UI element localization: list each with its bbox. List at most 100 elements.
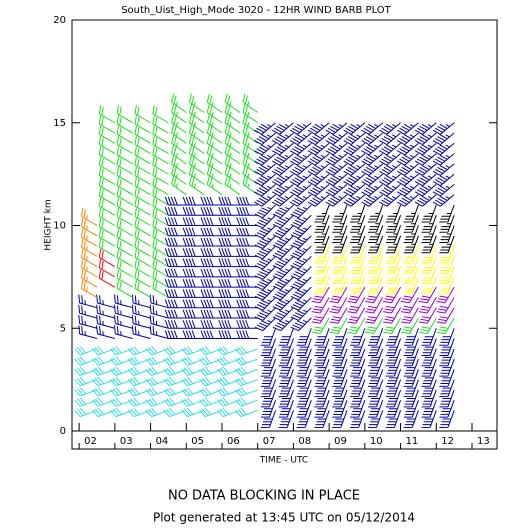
wind-barb (236, 258, 258, 268)
wind-barb (403, 328, 419, 346)
wind-barb (272, 214, 294, 229)
wind-barb (116, 218, 133, 237)
wind-barb (350, 338, 366, 357)
wind-barb (134, 187, 151, 206)
wind-barb (171, 124, 187, 144)
wind-barb (74, 376, 98, 387)
wind-barb (421, 410, 437, 428)
wind-barb (152, 115, 169, 134)
wind-barb (145, 346, 169, 356)
wind-barb (350, 256, 366, 274)
wind-barb (314, 389, 330, 408)
wind-barb (361, 194, 384, 207)
wind-barb (271, 122, 294, 135)
wind-barb (127, 366, 151, 376)
x-tick-label: 06 (227, 436, 240, 447)
wind-barb (116, 207, 133, 226)
wind-barb (206, 104, 223, 124)
wind-barb (217, 366, 241, 376)
wind-barb (296, 369, 312, 387)
wind-barb (278, 338, 294, 357)
wind-barb (307, 184, 330, 197)
wind-barb (164, 278, 187, 288)
wind-barb (368, 410, 384, 428)
wind-barb (385, 204, 402, 223)
wind-barb (218, 320, 240, 329)
wind-barb (182, 258, 205, 268)
wind-barb (403, 256, 419, 274)
generated-note: Plot generated at 13:45 UTC on 05/12/201… (153, 511, 415, 525)
x-tick-label: 04 (156, 436, 169, 447)
wind-barb (74, 387, 98, 397)
wind-barb (290, 225, 312, 239)
wind-barb (361, 132, 384, 146)
wind-barb (368, 204, 384, 223)
wind-barb (224, 175, 241, 196)
wind-barb (96, 315, 115, 329)
x-tick-label: 13 (477, 436, 490, 447)
y-tick-label: 10 (53, 221, 66, 232)
wind-barb (396, 194, 419, 207)
wind-barb (236, 320, 258, 329)
wind-barb (439, 204, 455, 223)
wind-barb (98, 197, 116, 216)
wind-barb (164, 207, 187, 216)
wind-barb (385, 369, 402, 387)
x-axis-label: TIME - UTC (259, 456, 308, 466)
wind-barb (236, 237, 258, 247)
wind-barb (379, 132, 401, 146)
wind-barb (332, 266, 348, 285)
wind-barb (92, 397, 116, 407)
wind-barb (171, 155, 187, 175)
wind-barb (432, 173, 455, 187)
wind-barb (385, 235, 402, 254)
wind-barb (296, 400, 312, 418)
wind-barb (134, 197, 151, 216)
wind-barb (80, 279, 98, 298)
wind-barb (218, 248, 240, 257)
wind-barb (418, 317, 437, 335)
wind-barb (116, 125, 133, 144)
wind-barb (164, 268, 187, 278)
wind-barb (296, 379, 312, 398)
wind-barb (332, 204, 348, 223)
wind-barb (218, 330, 240, 340)
wind-barb (278, 358, 294, 377)
wind-barb (260, 389, 277, 408)
wind-barb (200, 330, 222, 340)
wind-barb (254, 163, 276, 176)
wind-barb (421, 369, 437, 387)
wind-barb (92, 387, 116, 397)
wind-barb (114, 294, 133, 309)
wind-barb (149, 325, 169, 340)
wind-barb (98, 269, 116, 288)
wind-barb (260, 379, 277, 398)
wind-barb (332, 369, 348, 387)
wind-barb (164, 227, 187, 237)
wind-barb (234, 366, 258, 376)
wind-barb (98, 228, 116, 247)
wind-barb (432, 132, 455, 146)
wind-barb (116, 115, 133, 134)
wind-barb (116, 228, 133, 247)
wind-barb (385, 276, 402, 295)
wind-barb (218, 289, 240, 298)
wind-barb (116, 269, 133, 288)
wind-barb (290, 255, 312, 270)
wind-barb (236, 217, 258, 226)
wind-barb (152, 105, 169, 124)
wind-barb (134, 259, 151, 278)
wind-barb (188, 93, 205, 113)
wind-barb (127, 376, 151, 387)
wind-barb (200, 217, 222, 226)
wind-barb (403, 276, 419, 295)
wind-barb (92, 346, 116, 356)
wind-barb (314, 338, 330, 357)
wind-barb (92, 376, 116, 387)
wind-barb (131, 304, 151, 319)
wind-barb (296, 410, 312, 428)
wind-barb (254, 142, 276, 156)
wind-barb (289, 142, 312, 156)
wind-barb (368, 215, 384, 233)
wind-barb (96, 304, 115, 319)
